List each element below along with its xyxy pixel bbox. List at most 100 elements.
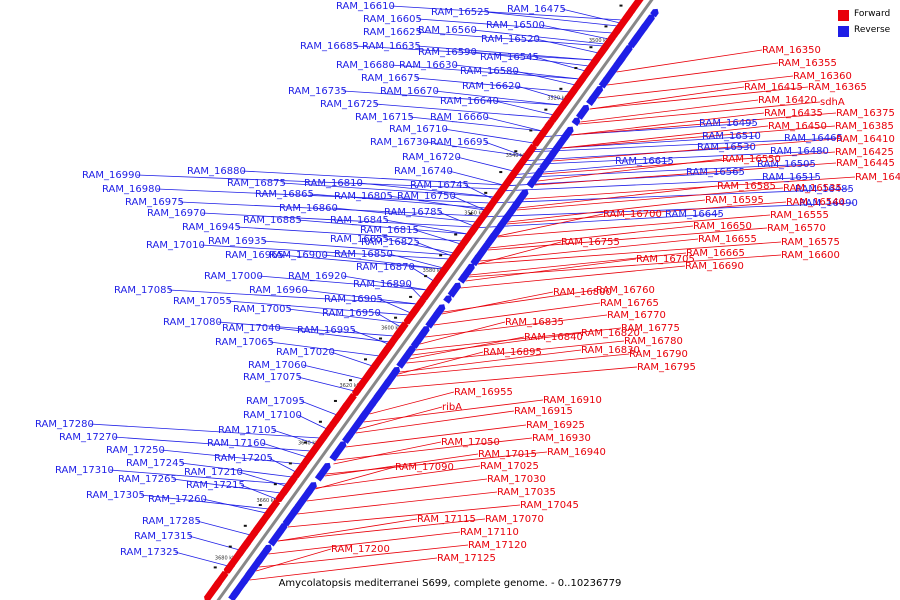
forward-gene[interactable] <box>278 483 292 499</box>
reverse-gene-label[interactable]: RAM_17060 <box>248 360 307 371</box>
reverse-gene-label[interactable]: RAM_16545 <box>480 52 539 63</box>
reverse-gene-label[interactable]: RAM_17310 <box>55 465 114 476</box>
reverse-gene-label[interactable]: RAM_16605 <box>363 14 422 25</box>
forward-gene-label[interactable]: RAM_16700 <box>603 209 662 220</box>
reverse-gene-label[interactable]: RAM_16905 <box>324 294 383 305</box>
forward-gene[interactable] <box>228 549 245 568</box>
forward-gene-label[interactable]: RAM_16350 <box>762 45 821 56</box>
forward-gene-label[interactable]: RAM_16575 <box>781 237 840 248</box>
reverse-gene-label[interactable]: RAM_16900 <box>269 250 328 261</box>
forward-gene-label[interactable]: RAM_16940 <box>547 447 606 458</box>
reverse-gene[interactable] <box>295 487 314 509</box>
forward-gene-label[interactable]: RAM_16800 <box>553 287 612 298</box>
reverse-gene-label[interactable]: RAM_17040 <box>222 323 281 334</box>
reverse-gene-label[interactable]: RAM_17205 <box>214 453 273 464</box>
reverse-gene-label[interactable]: RAM_16710 <box>389 124 448 135</box>
reverse-gene-label[interactable]: RAM_16495 <box>699 118 758 129</box>
reverse-gene-label[interactable]: RAM_16935 <box>208 236 267 247</box>
forward-gene-label[interactable]: RAM_16925 <box>526 420 585 431</box>
forward-gene-label[interactable]: RAM_17200 <box>331 544 390 555</box>
reverse-gene-label[interactable]: RAM_17245 <box>126 458 185 469</box>
reverse-gene-label[interactable]: RAM_16625 <box>363 27 422 38</box>
reverse-gene[interactable] <box>447 282 461 298</box>
reverse-gene-label[interactable]: RAM_17250 <box>106 445 165 456</box>
reverse-gene-label[interactable]: RAM_17005 <box>233 304 292 315</box>
reverse-gene-label[interactable]: RAM_17105 <box>218 425 277 436</box>
reverse-gene-label[interactable]: RAM_16630 <box>399 60 458 71</box>
forward-gene-label[interactable]: RAM_16385 <box>835 121 894 132</box>
reverse-gene-label[interactable]: RAM_16960 <box>249 285 308 296</box>
forward-gene-label[interactable]: RAM_16775 <box>621 323 680 334</box>
forward-gene-label[interactable]: RAM_17015 <box>478 449 537 460</box>
forward-gene-label[interactable]: RAM_16690 <box>685 261 744 272</box>
forward-gene-label[interactable]: RAM_16595 <box>705 195 764 206</box>
reverse-gene-label[interactable]: RAM_16645 <box>665 209 724 220</box>
forward-gene[interactable] <box>204 579 222 600</box>
reverse-gene[interactable] <box>539 151 556 171</box>
forward-gene-label[interactable]: RAM_16765 <box>600 298 659 309</box>
reverse-gene-label[interactable]: RAM_16745 <box>410 180 469 191</box>
reverse-gene-label[interactable]: RAM_17325 <box>120 547 179 558</box>
forward-gene[interactable] <box>534 128 549 144</box>
reverse-gene-label[interactable]: RAM_17160 <box>207 438 266 449</box>
reverse-gene-label[interactable]: RAM_17055 <box>173 296 232 307</box>
reverse-gene-label[interactable]: RAM_16615 <box>615 156 674 167</box>
reverse-gene-label[interactable]: RAM_17280 <box>35 419 94 430</box>
forward-gene-label[interactable]: RAM_16665 <box>686 248 745 259</box>
reverse-gene-label[interactable]: RAM_16975 <box>125 197 184 208</box>
reverse-gene-label[interactable]: RAM_16725 <box>320 99 379 110</box>
reverse-gene-label[interactable]: RAM_17085 <box>114 285 173 296</box>
reverse-gene-label[interactable]: RAM_16945 <box>182 222 241 233</box>
forward-gene-label[interactable]: RAM_16455 <box>855 172 900 183</box>
forward-gene-label[interactable]: ribA <box>442 402 462 413</box>
reverse-gene-label[interactable]: RAM_16590 <box>418 47 477 58</box>
forward-gene-label[interactable]: RAM_16550 <box>722 154 781 165</box>
reverse-gene-label[interactable]: RAM_16980 <box>102 184 161 195</box>
forward-gene-label[interactable]: RAM_16445 <box>836 158 895 169</box>
reverse-gene-label[interactable]: RAM_17010 <box>146 240 205 251</box>
reverse-gene[interactable] <box>329 451 340 462</box>
reverse-gene-label[interactable]: RAM_16715 <box>355 112 414 123</box>
reverse-gene-label[interactable]: RAM_16890 <box>353 279 412 290</box>
forward-gene-label[interactable]: RAM_16415 <box>744 82 803 93</box>
reverse-gene-label[interactable]: RAM_17095 <box>246 396 305 407</box>
forward-gene-label[interactable]: RAM_17050 <box>441 437 500 448</box>
reverse-gene-label[interactable]: RAM_16855 <box>330 234 389 245</box>
forward-gene-label[interactable]: RAM_16795 <box>637 362 696 373</box>
reverse-gene-label[interactable]: RAM_17260 <box>148 494 207 505</box>
forward-gene-label[interactable]: RAM_16780 <box>624 336 683 347</box>
reverse-gene[interactable] <box>598 76 610 89</box>
forward-gene-label[interactable]: RAM_17025 <box>480 461 539 472</box>
reverse-gene-label[interactable]: RAM_16635 <box>362 41 421 52</box>
reverse-gene-label[interactable]: RAM_17215 <box>186 480 245 491</box>
reverse-gene-label[interactable]: RAM_16465 <box>784 133 843 144</box>
reverse-gene[interactable] <box>571 117 581 127</box>
reverse-gene-label[interactable]: RAM_16485 <box>795 184 854 195</box>
reverse-gene-label[interactable]: RAM_17100 <box>243 410 302 421</box>
reverse-gene[interactable] <box>425 307 444 329</box>
reverse-gene-label[interactable]: RAM_16720 <box>402 152 461 163</box>
reverse-gene-label[interactable]: RAM_17285 <box>142 516 201 527</box>
forward-gene[interactable] <box>403 316 413 325</box>
reverse-gene-label[interactable]: RAM_16525 <box>431 7 490 18</box>
reverse-gene-label[interactable]: RAM_16950 <box>322 308 381 319</box>
reverse-gene-label[interactable]: RAM_16815 <box>360 225 419 236</box>
reverse-gene[interactable] <box>650 8 659 18</box>
forward-gene-label[interactable]: RAM_16585 <box>717 181 776 192</box>
forward-gene-label[interactable]: RAM_16435 <box>764 108 823 119</box>
reverse-gene-label[interactable]: RAM_16870 <box>356 262 415 273</box>
reverse-gene-label[interactable]: RAM_16675 <box>361 73 420 84</box>
forward-gene[interactable] <box>352 387 361 397</box>
reverse-gene-label[interactable]: RAM_16730 <box>370 137 429 148</box>
reverse-gene[interactable] <box>443 295 452 304</box>
reverse-gene[interactable] <box>576 104 590 120</box>
forward-gene-label[interactable]: RAM_16760 <box>596 285 655 296</box>
reverse-gene-label[interactable]: RAM_16565 <box>686 167 745 178</box>
reverse-gene-label[interactable]: RAM_16620 <box>462 81 521 92</box>
reverse-gene-label[interactable]: RAM_16490 <box>799 198 858 209</box>
forward-gene-label[interactable]: RAM_17110 <box>460 527 519 538</box>
reverse-gene-label[interactable]: RAM_16970 <box>147 208 206 219</box>
forward-gene-label[interactable]: RAM_16420 <box>758 95 817 106</box>
reverse-gene-label[interactable]: RAM_17265 <box>118 474 177 485</box>
